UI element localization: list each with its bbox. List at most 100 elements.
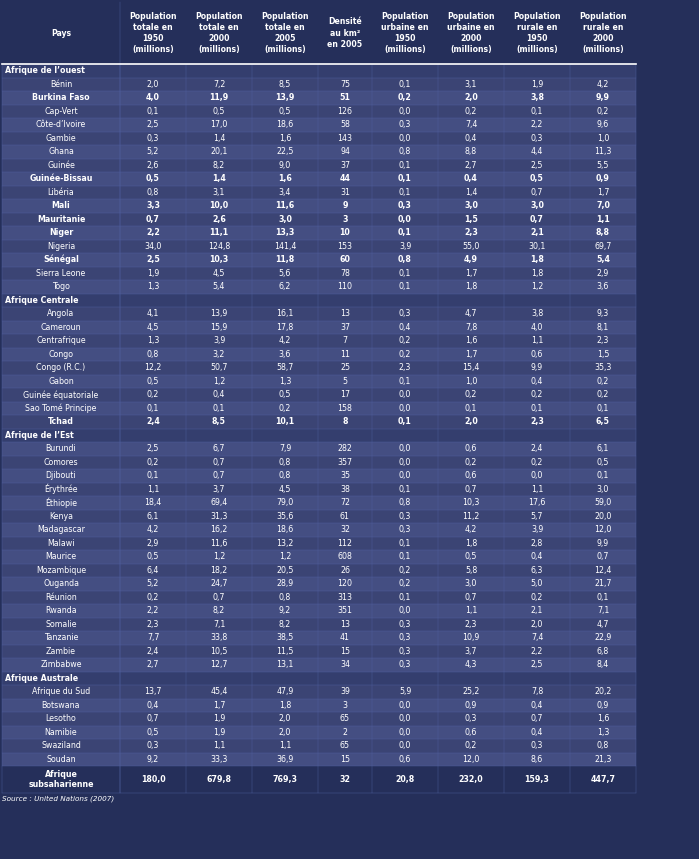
Text: 1,3: 1,3 bbox=[597, 728, 610, 737]
Bar bbox=[2, 186, 636, 199]
Text: 0,1: 0,1 bbox=[147, 404, 159, 413]
Text: 3,1: 3,1 bbox=[212, 188, 225, 197]
Text: 1,9: 1,9 bbox=[213, 728, 225, 737]
Text: Afrique Australe: Afrique Australe bbox=[5, 673, 78, 683]
Text: 0,8: 0,8 bbox=[399, 498, 411, 508]
Text: 7,8: 7,8 bbox=[465, 323, 477, 332]
Text: 10,5: 10,5 bbox=[210, 647, 228, 655]
Text: 1,1: 1,1 bbox=[531, 336, 543, 345]
Text: Afrique de l’Est: Afrique de l’Est bbox=[5, 430, 74, 440]
Text: 0,0: 0,0 bbox=[399, 404, 411, 413]
Text: 0,5: 0,5 bbox=[147, 728, 159, 737]
Text: Cap-Vert: Cap-Vert bbox=[44, 107, 78, 116]
Text: 0,4: 0,4 bbox=[212, 390, 225, 399]
Text: 0,1: 0,1 bbox=[597, 593, 610, 602]
Text: 2,3: 2,3 bbox=[465, 619, 477, 629]
Text: 65: 65 bbox=[340, 714, 350, 723]
Text: 120: 120 bbox=[338, 579, 352, 588]
Text: 15: 15 bbox=[340, 755, 350, 764]
Bar bbox=[2, 91, 636, 105]
Text: 1,0: 1,0 bbox=[597, 134, 610, 143]
Text: 0,0: 0,0 bbox=[399, 472, 411, 480]
Text: 0,2: 0,2 bbox=[597, 107, 610, 116]
Text: 1,6: 1,6 bbox=[278, 174, 292, 183]
Text: 2,9: 2,9 bbox=[147, 539, 159, 548]
Text: 0,2: 0,2 bbox=[398, 94, 412, 102]
Text: 8,8: 8,8 bbox=[465, 147, 477, 156]
Text: 0,4: 0,4 bbox=[531, 377, 543, 386]
Text: 1,8: 1,8 bbox=[465, 283, 477, 291]
Text: 0,1: 0,1 bbox=[147, 107, 159, 116]
Text: 1,1: 1,1 bbox=[212, 741, 225, 750]
Bar bbox=[2, 64, 636, 77]
Text: Somalie: Somalie bbox=[45, 619, 77, 629]
Text: 447,7: 447,7 bbox=[591, 775, 616, 784]
Text: 8,4: 8,4 bbox=[597, 661, 609, 669]
Text: 2,7: 2,7 bbox=[465, 161, 477, 170]
Text: 3,4: 3,4 bbox=[279, 188, 291, 197]
Text: Pays: Pays bbox=[51, 28, 71, 38]
Text: 1,7: 1,7 bbox=[212, 701, 225, 710]
Text: 0,1: 0,1 bbox=[398, 417, 412, 426]
Text: 17,8: 17,8 bbox=[276, 323, 294, 332]
Bar bbox=[2, 644, 636, 658]
Text: 124,8: 124,8 bbox=[208, 241, 230, 251]
Text: 0,7: 0,7 bbox=[212, 458, 225, 466]
Text: 2,4: 2,4 bbox=[147, 647, 159, 655]
Text: 8: 8 bbox=[343, 417, 347, 426]
Text: 13,9: 13,9 bbox=[210, 309, 228, 318]
Text: 55,0: 55,0 bbox=[462, 241, 480, 251]
Text: 18,2: 18,2 bbox=[210, 566, 228, 575]
Bar bbox=[2, 415, 636, 429]
Text: 0,1: 0,1 bbox=[399, 269, 411, 277]
Bar bbox=[2, 752, 636, 766]
Text: 2,0: 2,0 bbox=[279, 728, 291, 737]
Text: 4,2: 4,2 bbox=[597, 80, 610, 88]
Text: 11,5: 11,5 bbox=[276, 647, 294, 655]
Text: 22,5: 22,5 bbox=[276, 147, 294, 156]
Text: 9,9: 9,9 bbox=[596, 94, 610, 102]
Text: 2,0: 2,0 bbox=[531, 619, 543, 629]
Text: 126: 126 bbox=[338, 107, 352, 116]
Text: 50,7: 50,7 bbox=[210, 363, 228, 372]
Text: 13,9: 13,9 bbox=[275, 94, 295, 102]
Bar bbox=[2, 266, 636, 280]
Text: 9,9: 9,9 bbox=[531, 363, 543, 372]
Text: 3: 3 bbox=[343, 215, 347, 223]
Text: 0,8: 0,8 bbox=[147, 188, 159, 197]
Text: 3,0: 3,0 bbox=[464, 201, 478, 210]
Text: 4,7: 4,7 bbox=[597, 619, 610, 629]
Text: 6,8: 6,8 bbox=[597, 647, 609, 655]
Text: Zambie: Zambie bbox=[46, 647, 76, 655]
Text: 0,2: 0,2 bbox=[531, 390, 543, 399]
Text: 3,9: 3,9 bbox=[213, 336, 225, 345]
Bar bbox=[2, 294, 636, 307]
Text: 37: 37 bbox=[340, 323, 350, 332]
Bar bbox=[2, 766, 636, 793]
Text: Sierra Leone: Sierra Leone bbox=[36, 269, 85, 277]
Text: 1,7: 1,7 bbox=[465, 269, 477, 277]
Text: 18,6: 18,6 bbox=[276, 120, 294, 129]
Text: 608: 608 bbox=[338, 552, 352, 561]
Text: 65: 65 bbox=[340, 741, 350, 750]
Bar bbox=[2, 577, 636, 590]
Text: 3,7: 3,7 bbox=[465, 647, 477, 655]
Text: 2,3: 2,3 bbox=[530, 417, 544, 426]
Bar bbox=[2, 131, 636, 145]
Text: 0,8: 0,8 bbox=[279, 472, 291, 480]
Text: 12,0: 12,0 bbox=[594, 525, 612, 534]
Bar bbox=[2, 564, 636, 577]
Text: 0,2: 0,2 bbox=[399, 336, 411, 345]
Text: 11,9: 11,9 bbox=[210, 94, 229, 102]
Text: 0,3: 0,3 bbox=[465, 714, 477, 723]
Text: 0,5: 0,5 bbox=[279, 107, 291, 116]
Text: 110: 110 bbox=[338, 283, 352, 291]
Text: 159,3: 159,3 bbox=[524, 775, 549, 784]
Text: 0,2: 0,2 bbox=[399, 579, 411, 588]
Text: 0,3: 0,3 bbox=[147, 134, 159, 143]
Text: 10,3: 10,3 bbox=[210, 255, 229, 265]
Text: 0,5: 0,5 bbox=[147, 552, 159, 561]
Text: 15,4: 15,4 bbox=[462, 363, 480, 372]
Text: 18,4: 18,4 bbox=[145, 498, 161, 508]
Text: 0,0: 0,0 bbox=[399, 606, 411, 615]
